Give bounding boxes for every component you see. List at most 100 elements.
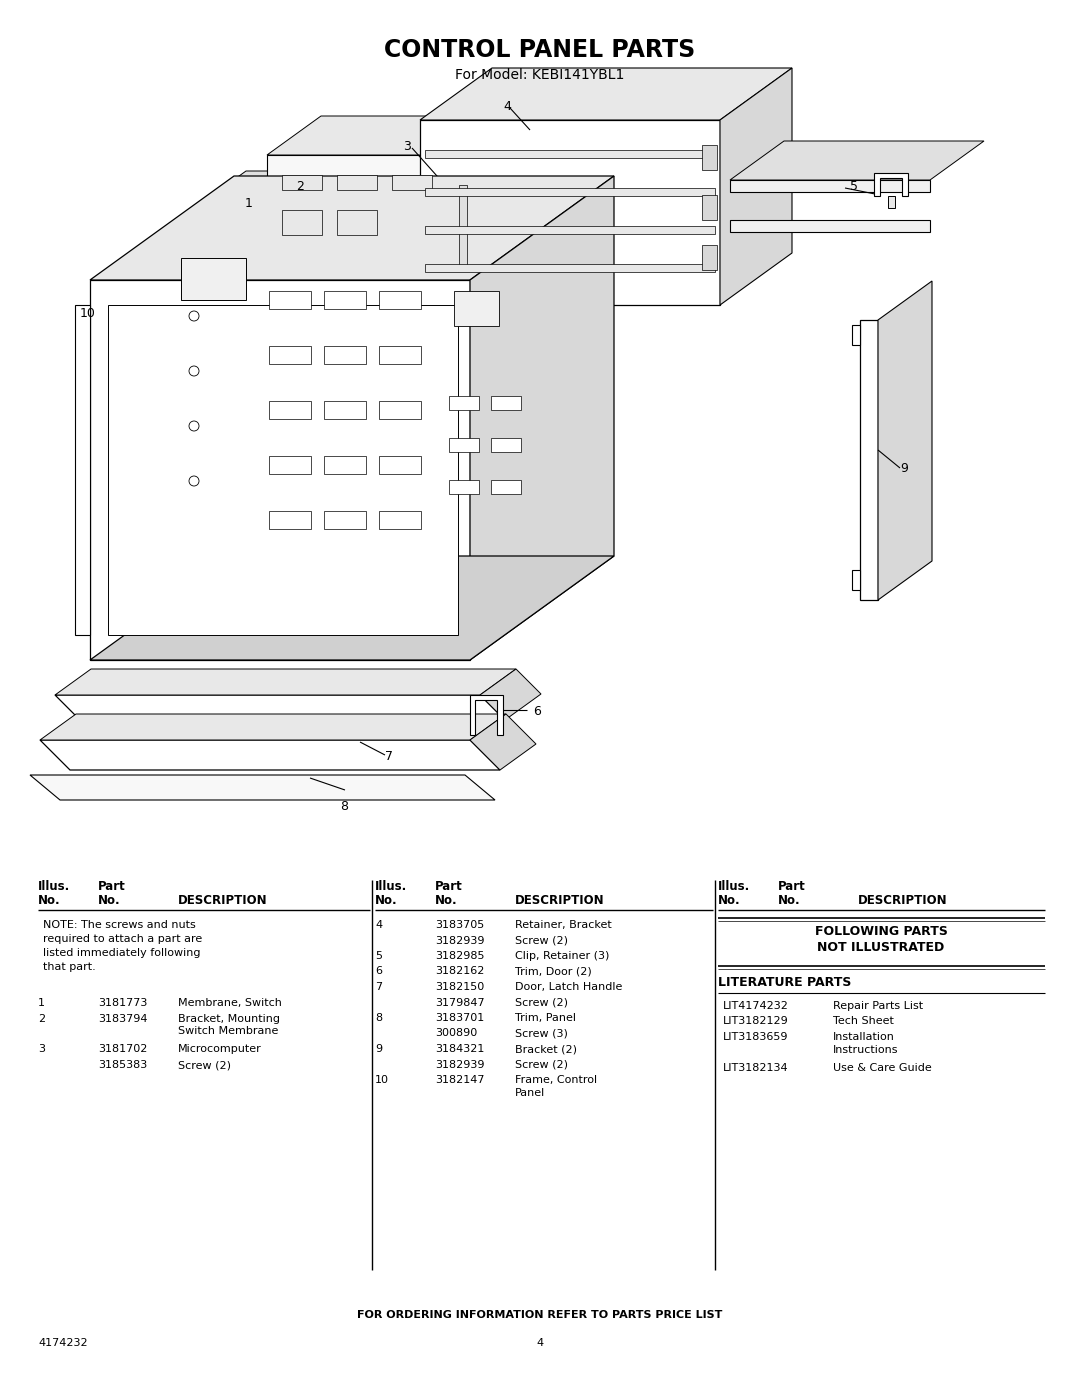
Polygon shape [210, 170, 618, 197]
Text: LIT3183659: LIT3183659 [723, 1032, 788, 1042]
Polygon shape [852, 326, 860, 345]
Polygon shape [888, 196, 895, 208]
Polygon shape [55, 694, 505, 719]
Polygon shape [467, 116, 521, 320]
Text: 4: 4 [503, 101, 511, 113]
Text: 6: 6 [375, 967, 382, 977]
Polygon shape [210, 197, 582, 210]
Text: No.: No. [375, 894, 397, 907]
Bar [426, 189, 715, 196]
Text: Repair Parts List: Repair Parts List [833, 1002, 923, 1011]
Text: Clip, Retainer (3): Clip, Retainer (3) [515, 951, 609, 961]
Polygon shape [30, 775, 495, 800]
Text: DESCRIPTION: DESCRIPTION [858, 894, 947, 907]
Bar [324, 346, 366, 365]
Text: Switch Membrane: Switch Membrane [178, 1027, 279, 1037]
Polygon shape [55, 669, 516, 694]
Bar [491, 481, 521, 495]
Polygon shape [470, 694, 503, 735]
Text: 5: 5 [375, 951, 382, 961]
Text: 3184321: 3184321 [435, 1044, 484, 1053]
Text: 7: 7 [384, 750, 393, 763]
Bar [426, 149, 715, 158]
Bar [491, 395, 521, 409]
Text: 3183794: 3183794 [98, 1013, 148, 1024]
Text: 3182162: 3182162 [435, 967, 484, 977]
Text: DESCRIPTION: DESCRIPTION [515, 894, 605, 907]
Polygon shape [720, 68, 792, 305]
Text: Screw (2): Screw (2) [515, 997, 568, 1007]
Bar [269, 511, 311, 529]
Text: required to attach a part are: required to attach a part are [43, 935, 202, 944]
Text: 3: 3 [38, 1045, 45, 1055]
Bar [324, 511, 366, 529]
Polygon shape [90, 556, 615, 659]
Text: Retainer, Bracket: Retainer, Bracket [515, 921, 611, 930]
Text: Tech Sheet: Tech Sheet [833, 1017, 894, 1027]
Text: 9: 9 [375, 1044, 382, 1053]
Text: No.: No. [38, 894, 60, 907]
Bar [379, 401, 421, 419]
Bar [459, 184, 467, 265]
Text: Trim, Door (2): Trim, Door (2) [515, 967, 592, 977]
Bar [337, 175, 377, 190]
Text: 3182147: 3182147 [435, 1076, 485, 1085]
Text: No.: No. [435, 894, 458, 907]
Bar [324, 291, 366, 309]
Text: 6: 6 [534, 705, 541, 718]
Text: Part: Part [98, 880, 125, 893]
Bar [426, 226, 715, 235]
Text: Trim, Panel: Trim, Panel [515, 1013, 576, 1023]
Bar [702, 196, 717, 219]
Text: 3182150: 3182150 [435, 982, 484, 992]
Text: DESCRIPTION: DESCRIPTION [178, 894, 268, 907]
Text: 3183705: 3183705 [435, 921, 484, 930]
Text: LITERATURE PARTS: LITERATURE PARTS [718, 977, 851, 989]
Text: Instructions: Instructions [833, 1045, 899, 1055]
Text: 3: 3 [403, 140, 410, 154]
Bar [324, 401, 366, 419]
Text: No.: No. [718, 894, 741, 907]
Text: 10: 10 [375, 1076, 389, 1085]
Text: LIT4174232: LIT4174232 [723, 1002, 788, 1011]
Text: 3182939: 3182939 [435, 1059, 485, 1070]
Bar [426, 264, 715, 272]
Text: Part: Part [778, 880, 806, 893]
Bar [491, 439, 521, 453]
Polygon shape [420, 120, 720, 305]
Text: Illus.: Illus. [375, 880, 407, 893]
Text: FOR ORDERING INFORMATION REFER TO PARTS PRICE LIST: FOR ORDERING INFORMATION REFER TO PARTS … [357, 1310, 723, 1320]
Text: 2: 2 [38, 1013, 45, 1024]
Text: Screw (3): Screw (3) [515, 1028, 568, 1038]
Polygon shape [730, 141, 984, 180]
Text: Illus.: Illus. [38, 880, 70, 893]
Text: 3181773: 3181773 [98, 997, 147, 1009]
Text: Frame, Control: Frame, Control [515, 1076, 597, 1085]
Text: Screw (2): Screw (2) [178, 1060, 231, 1070]
Bar [181, 258, 246, 300]
Text: Bracket (2): Bracket (2) [515, 1044, 577, 1053]
Text: 3179847: 3179847 [435, 997, 485, 1007]
Text: Installation: Installation [833, 1032, 895, 1042]
Text: 8: 8 [375, 1013, 382, 1023]
Text: LIT3182129: LIT3182129 [723, 1017, 788, 1027]
Text: 3181702: 3181702 [98, 1045, 147, 1055]
Text: 2: 2 [296, 180, 303, 193]
Bar [269, 291, 311, 309]
Bar [379, 291, 421, 309]
Bar [269, 455, 311, 474]
Polygon shape [470, 176, 615, 659]
Bar [449, 395, 480, 409]
Text: Illus.: Illus. [718, 880, 751, 893]
Bar [269, 401, 311, 419]
Text: that part.: that part. [43, 963, 96, 972]
Polygon shape [852, 570, 860, 590]
Polygon shape [878, 281, 932, 599]
Bar [269, 346, 311, 365]
Text: listed immediately following: listed immediately following [43, 949, 201, 958]
Polygon shape [470, 714, 536, 770]
Text: Part: Part [435, 880, 462, 893]
Bar [454, 291, 499, 326]
Text: 9: 9 [900, 462, 908, 475]
Text: Screw (2): Screw (2) [515, 1059, 568, 1070]
